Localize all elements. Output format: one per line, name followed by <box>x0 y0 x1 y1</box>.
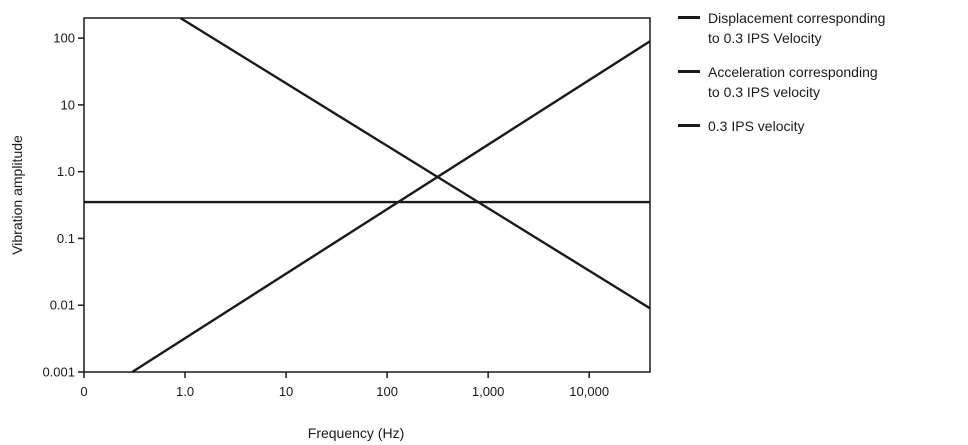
x-tick-label: 10 <box>279 384 293 399</box>
series-lines <box>84 18 650 372</box>
legend-label-acceleration: Acceleration corresponding to 0.3 IPS ve… <box>708 62 878 102</box>
y-tick-label: 0.001 <box>42 365 75 380</box>
x-tick-label: 0 <box>80 384 87 399</box>
x-tick-label: 100 <box>376 384 398 399</box>
legend-label-displacement: Displacement corresponding to 0.3 IPS Ve… <box>708 8 885 48</box>
legend-label-velocity: 0.3 IPS velocity <box>708 116 805 136</box>
legend-swatch-acceleration <box>678 70 700 73</box>
legend-item-displacement: Displacement corresponding to 0.3 IPS Ve… <box>678 8 968 48</box>
y-axis-title: Vibration amplitude <box>9 135 25 255</box>
series-line-acceleration <box>132 41 650 372</box>
legend-item-velocity: 0.3 IPS velocity <box>678 116 968 136</box>
x-tick-label: 1,000 <box>472 384 505 399</box>
y-tick-label: 0.1 <box>57 231 75 246</box>
x-axis-title: Frequency (Hz) <box>308 425 404 441</box>
x-tick-label: 10,000 <box>569 384 609 399</box>
y-tick-label: 1.0 <box>57 164 75 179</box>
legend-swatch-velocity <box>678 124 700 127</box>
y-axis-ticks: 0.001 0.01 0.1 1.0 10 100 <box>42 31 84 380</box>
y-tick-label: 0.01 <box>50 298 75 313</box>
x-tick-label: 1.0 <box>176 384 194 399</box>
y-tick-label: 100 <box>53 31 75 46</box>
x-axis-ticks: 0 1.0 10 100 1,000 10,000 <box>80 372 609 399</box>
legend: Displacement corresponding to 0.3 IPS Ve… <box>678 8 968 150</box>
legend-item-acceleration: Acceleration corresponding to 0.3 IPS ve… <box>678 62 968 102</box>
plot-frame <box>84 18 650 372</box>
legend-swatch-displacement <box>678 16 700 19</box>
y-tick-label: 10 <box>61 97 75 112</box>
series-line-displacement <box>180 18 650 308</box>
